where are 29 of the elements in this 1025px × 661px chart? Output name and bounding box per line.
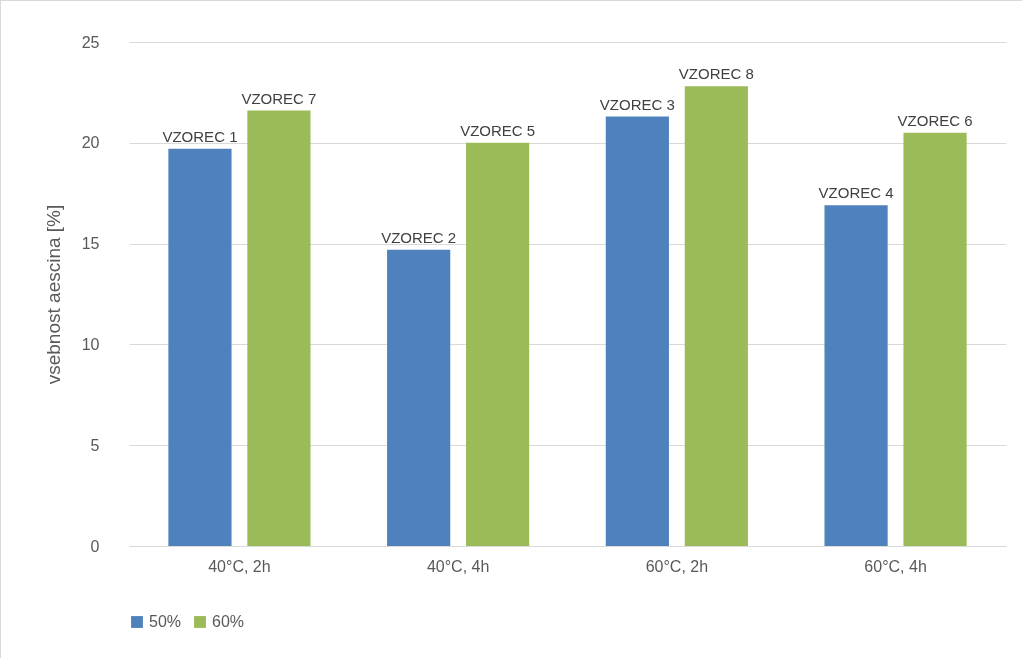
data-label: VZOREC 6 — [897, 111, 973, 129]
bar — [466, 142, 530, 546]
bar — [168, 148, 232, 546]
y-axis-title: vsebnost aescina [%] — [42, 204, 64, 385]
bar — [903, 132, 967, 546]
bar — [387, 249, 451, 546]
data-label: VZOREC 1 — [162, 127, 238, 145]
data-label: VZOREC 7 — [241, 89, 317, 107]
y-tick-label: 15 — [81, 235, 100, 253]
x-tick-label: 60°C, 4h — [864, 557, 927, 575]
data-label: VZOREC 5 — [460, 121, 536, 139]
bar — [684, 86, 748, 546]
bar — [605, 116, 669, 546]
x-tick-label: 40°C, 2h — [208, 557, 271, 575]
y-tick-label: 20 — [81, 134, 100, 152]
bar — [824, 205, 888, 546]
y-tick-label: 0 — [90, 537, 100, 555]
bar — [247, 110, 311, 546]
x-tick-label: 60°C, 2h — [645, 557, 709, 575]
y-tick-label: 5 — [90, 436, 100, 454]
data-label: VZOREC 8 — [678, 65, 754, 83]
legend-label: 60% — [212, 613, 245, 630]
data-label: VZOREC 2 — [381, 228, 457, 246]
y-tick-label: 25 — [81, 33, 100, 51]
x-tick-label: 40°C, 4h — [426, 557, 490, 575]
data-label: VZOREC 3 — [599, 95, 675, 113]
data-label: VZOREC 4 — [818, 184, 894, 202]
legend-label: 50% — [149, 613, 182, 630]
y-tick-label: 10 — [81, 335, 100, 353]
